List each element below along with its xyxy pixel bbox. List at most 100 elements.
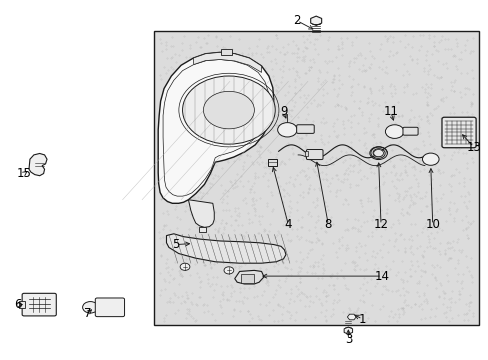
Point [399, 148, 407, 153]
Point [400, 309, 407, 315]
Point [368, 217, 376, 223]
Point [300, 40, 307, 45]
Point [246, 153, 254, 158]
Point [389, 243, 397, 249]
Point [271, 122, 279, 128]
Point [229, 185, 237, 191]
Point [436, 37, 444, 43]
Point [432, 75, 440, 80]
Point [322, 318, 330, 323]
Point [191, 149, 199, 155]
Point [236, 285, 244, 291]
Point [155, 229, 163, 235]
Point [285, 209, 293, 215]
Point [359, 267, 367, 273]
Point [165, 161, 173, 167]
Point [416, 116, 424, 122]
Point [372, 184, 380, 190]
Point [435, 206, 443, 212]
Point [257, 76, 264, 82]
Point [428, 245, 436, 251]
Point [157, 174, 164, 179]
Point [240, 233, 248, 239]
Point [203, 51, 211, 57]
Point [268, 206, 276, 212]
Point [208, 118, 216, 124]
Point [334, 236, 342, 242]
Point [407, 221, 414, 227]
Point [244, 308, 252, 314]
Point [409, 164, 417, 170]
Point [264, 279, 272, 285]
Point [456, 193, 464, 199]
Point [167, 77, 175, 83]
Point [349, 112, 357, 118]
Point [245, 138, 253, 143]
Point [232, 135, 240, 141]
Point [296, 234, 304, 240]
Point [244, 277, 252, 283]
Point [256, 265, 264, 271]
Point [241, 102, 248, 107]
Point [367, 233, 375, 239]
Point [440, 296, 447, 301]
Point [423, 99, 430, 105]
Point [405, 116, 412, 122]
Point [379, 303, 386, 309]
Point [449, 149, 457, 155]
Point [339, 176, 347, 182]
Point [359, 84, 367, 90]
Point [286, 290, 294, 296]
Point [259, 71, 267, 77]
Point [391, 185, 399, 191]
Point [163, 299, 170, 305]
Point [274, 268, 282, 274]
Point [420, 290, 427, 296]
Point [192, 104, 200, 110]
Point [371, 140, 379, 146]
Point [438, 288, 446, 294]
Point [412, 232, 420, 238]
Point [421, 315, 428, 321]
Point [397, 176, 405, 182]
Point [467, 112, 475, 117]
Point [261, 227, 268, 233]
Point [305, 67, 312, 72]
Point [229, 140, 237, 145]
Point [398, 277, 406, 283]
Point [353, 226, 361, 231]
Point [351, 216, 359, 222]
Point [343, 35, 350, 41]
Point [308, 262, 316, 268]
Point [269, 106, 277, 112]
Point [449, 201, 457, 206]
Point [418, 138, 426, 144]
Point [374, 64, 382, 70]
Polygon shape [193, 52, 261, 72]
Point [187, 58, 195, 64]
Point [458, 278, 466, 283]
Point [290, 176, 298, 182]
Point [203, 132, 210, 138]
Point [393, 99, 401, 105]
Point [450, 265, 458, 271]
Point [467, 155, 475, 161]
Point [260, 131, 267, 137]
Point [332, 93, 340, 99]
Point [298, 167, 305, 173]
Point [293, 133, 301, 139]
Point [305, 57, 313, 63]
Point [463, 189, 471, 195]
Point [390, 172, 398, 178]
Point [216, 255, 224, 261]
Point [218, 44, 226, 49]
Point [210, 95, 218, 101]
Point [272, 89, 280, 94]
Point [302, 150, 309, 156]
Point [268, 110, 276, 116]
Point [334, 297, 342, 303]
Point [221, 45, 228, 51]
Point [243, 279, 251, 284]
Point [407, 262, 415, 268]
Point [347, 42, 355, 48]
